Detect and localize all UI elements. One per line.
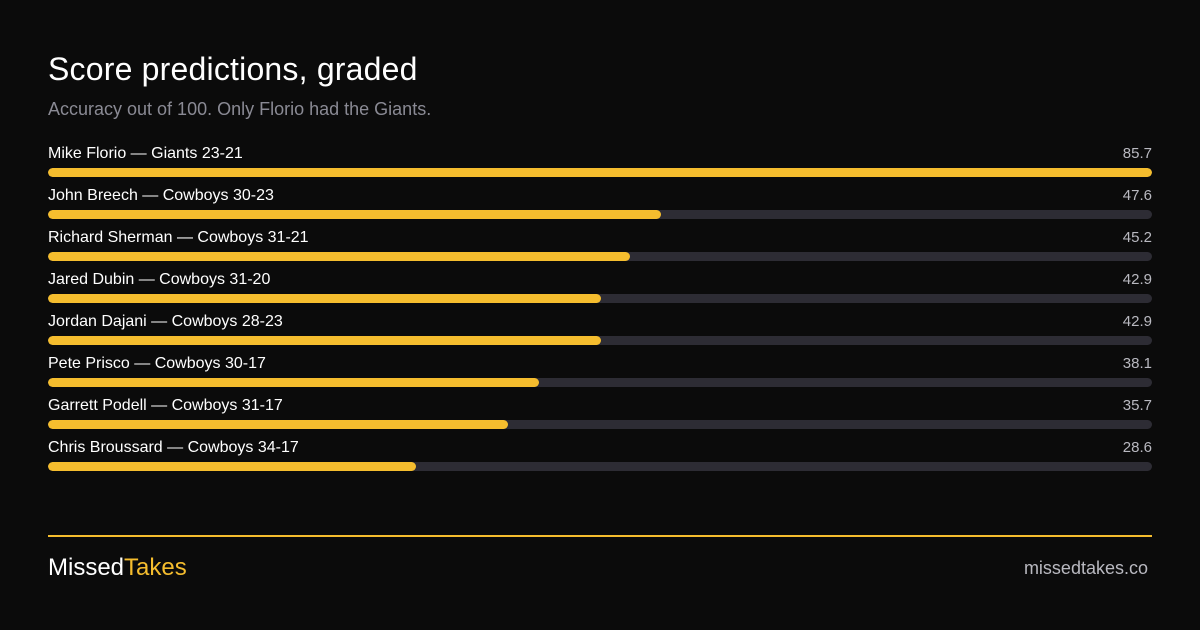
- bar-label: Jared Dubin — Cowboys 31-20: [48, 271, 271, 288]
- bar: [48, 420, 508, 429]
- bar-track: [48, 252, 1152, 261]
- bar: [48, 294, 601, 303]
- bar: [48, 168, 1152, 177]
- bar-label: Richard Sherman — Cowboys 31-21: [48, 229, 309, 246]
- bar-value-label: 45.2: [1122, 229, 1152, 246]
- bar-track: [48, 420, 1152, 429]
- bar: [48, 462, 416, 471]
- bar-track: [48, 168, 1152, 177]
- bar-row: John Breech — Cowboys 30-23 47.6: [48, 185, 1152, 227]
- bar-value-label: 47.6: [1122, 187, 1152, 204]
- chart-subtitle: Accuracy out of 100. Only Florio had the…: [48, 99, 432, 119]
- brand-logo: MissedTakes: [48, 554, 187, 582]
- bar-label: Garrett Podell — Cowboys 31-17: [48, 397, 283, 414]
- bar-track: [48, 462, 1152, 471]
- bar-row: Mike Florio — Giants 23-21 85.7: [48, 143, 1152, 185]
- bar-value-label: 42.9: [1122, 313, 1152, 330]
- bar-value-label: 38.1: [1122, 355, 1152, 372]
- bar-row: Jared Dubin — Cowboys 31-20 42.9: [48, 269, 1152, 311]
- chart-title: Score predictions, graded: [48, 51, 418, 87]
- bar-row: Jordan Dajani — Cowboys 28-23 42.9: [48, 311, 1152, 353]
- bar-row: Garrett Podell — Cowboys 31-17 35.7: [48, 395, 1152, 437]
- bar-label: John Breech — Cowboys 30-23: [48, 187, 274, 204]
- bar-track: [48, 294, 1152, 303]
- bar: [48, 252, 630, 261]
- bar-label: Jordan Dajani — Cowboys 28-23: [48, 313, 283, 330]
- bar-value-label: 28.6: [1122, 439, 1152, 456]
- bar-row: Richard Sherman — Cowboys 31-21 45.2: [48, 227, 1152, 269]
- bar-label: Mike Florio — Giants 23-21: [48, 145, 243, 162]
- bar-row: Pete Prisco — Cowboys 30-17 38.1: [48, 353, 1152, 395]
- bar-chart: Mike Florio — Giants 23-21 85.7 John Breec…: [48, 143, 1152, 479]
- brand-logo-part2: Takes: [124, 554, 187, 581]
- bar-value-label: 85.7: [1122, 145, 1152, 162]
- bar-track: [48, 210, 1152, 219]
- site-url: missedtakes.co: [1023, 558, 1148, 578]
- footer-divider: [48, 535, 1152, 537]
- bar: [48, 336, 601, 345]
- bar-value-label: 42.9: [1122, 271, 1152, 288]
- bar: [48, 378, 539, 387]
- bar-track: [48, 378, 1152, 387]
- bar-label: Pete Prisco — Cowboys 30-17: [48, 355, 266, 372]
- bar-label: Chris Broussard — Cowboys 34-17: [48, 439, 299, 456]
- bar-track: [48, 336, 1152, 345]
- bar: [48, 210, 661, 219]
- brand-logo-part1: Missed: [48, 554, 125, 581]
- bar-row: Chris Broussard — Cowboys 34-17 28.6: [48, 437, 1152, 479]
- bar-value-label: 35.7: [1122, 397, 1152, 414]
